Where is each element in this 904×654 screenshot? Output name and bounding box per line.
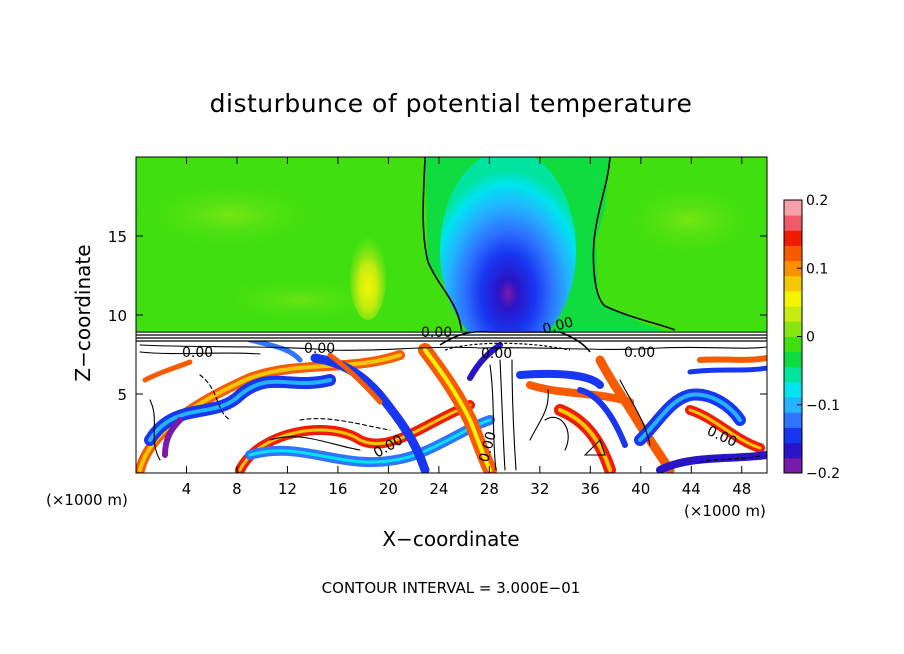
contour-line — [699, 455, 761, 463]
colorbar-swatch — [784, 245, 802, 262]
colorbar-swatch — [784, 457, 802, 474]
colorbar: 0.2 0.1 0 −0.1 −0.2 — [783, 193, 840, 482]
colorbar-swatch — [784, 382, 802, 398]
contour-line — [544, 416, 569, 451]
contour-label: 0.00 — [476, 430, 500, 464]
colorbar-swatch — [784, 215, 802, 231]
contour-line — [199, 374, 231, 421]
y-axis: 5 10 15 — [108, 228, 767, 404]
contour-line — [529, 389, 549, 441]
contour-label: 0.00 — [421, 325, 452, 341]
x-tick-label: 8 — [232, 480, 242, 498]
colorbar-swatch — [784, 351, 802, 368]
cold-streak — [148, 378, 332, 442]
contour-line — [511, 359, 517, 471]
cold-streak — [248, 418, 492, 464]
cold-streak — [656, 451, 767, 473]
colorbar-tick-label: 0.2 — [806, 193, 828, 209]
warm-streak — [688, 408, 762, 450]
colorbar-swatch — [784, 412, 802, 428]
contour-line — [269, 436, 361, 451]
contour-line — [299, 418, 391, 431]
warm-streak — [697, 355, 767, 363]
contour-line — [583, 438, 606, 456]
chart-title: disturbunce of potential temperature — [210, 89, 693, 118]
x-unit-right: (×1000 m) — [684, 502, 766, 520]
y-tick-label: 10 — [108, 307, 127, 325]
x-tick-label: 16 — [328, 480, 347, 498]
upper-light-patch — [210, 275, 390, 325]
colorbar-swatch — [784, 230, 802, 246]
contour-line — [139, 351, 261, 355]
y-tick-label: 5 — [117, 386, 127, 404]
contour-label: 0.00 — [481, 346, 512, 362]
cold-streak — [638, 392, 742, 442]
x-tick-label: 12 — [278, 480, 297, 498]
contour-label: 0.00 — [541, 314, 575, 338]
cold-streak — [687, 365, 767, 375]
interface-lines — [136, 330, 767, 353]
cold-streak — [162, 417, 183, 458]
colorbar-swatch — [784, 321, 802, 337]
warm-streak — [238, 403, 472, 472]
colorbar-swatch — [784, 306, 802, 322]
colorbar-tick-label: 0 — [806, 330, 815, 346]
x-tick-label: 20 — [379, 480, 398, 498]
contour-line — [149, 399, 161, 461]
x-tick-label: 24 — [429, 480, 448, 498]
contour-label: 0.00 — [624, 345, 655, 361]
colorbar-tick-label: −0.2 — [806, 466, 840, 482]
colorbar-swatch — [784, 442, 802, 459]
colorbar-swatch — [784, 397, 802, 413]
warm-streak — [327, 352, 383, 405]
contour-label: 0.00 — [182, 345, 213, 361]
y-axis-title: Z−coordinate — [71, 244, 95, 381]
x-tick-label: 40 — [631, 480, 650, 498]
warm-streak — [558, 408, 612, 472]
contour-line — [489, 364, 497, 471]
x-tick-label: 36 — [581, 480, 600, 498]
contour-line — [499, 359, 506, 471]
y-tick-label: 15 — [108, 228, 127, 246]
colorbar-swatch — [784, 366, 802, 383]
x-tick-label: 44 — [682, 480, 701, 498]
interface-band — [136, 331, 767, 341]
colorbar-swatch — [784, 427, 802, 444]
contour-interval: CONTOUR INTERVAL = 3.000E−01 — [322, 579, 581, 597]
contour-line — [139, 344, 767, 351]
colorbar-tick-label: −0.1 — [806, 398, 840, 414]
upper-light-patch — [615, 180, 765, 260]
contour-label: 0.00 — [304, 341, 335, 357]
warm-streak — [595, 355, 675, 473]
lower-streaks — [136, 337, 767, 473]
cold-streak — [577, 387, 628, 448]
upper-light-patch — [136, 180, 330, 250]
plot-area — [136, 157, 767, 473]
cold-streak — [467, 342, 503, 381]
colorbar-tick-label: 0.1 — [806, 261, 828, 277]
cold-streak — [516, 369, 604, 389]
colorbar-swatch — [784, 200, 802, 216]
x-axis: 4 8 12 16 20 24 28 32 36 40 44 48 — [182, 157, 751, 498]
contour-line — [619, 379, 651, 446]
x-tick-label: 4 — [182, 480, 192, 498]
x-tick-label: 48 — [732, 480, 751, 498]
x-tick-label: 32 — [530, 480, 549, 498]
colorbar-swatch — [784, 260, 802, 277]
colorbar-swatch — [784, 336, 802, 353]
warm-streak — [142, 359, 193, 383]
x-unit-left: (×1000 m) — [46, 491, 128, 509]
zero-contour-upper — [422, 157, 676, 334]
cold-plume-core — [440, 157, 576, 350]
colorbar-swatch — [784, 291, 802, 307]
warm-streak — [423, 348, 492, 472]
x-tick-label: 28 — [480, 480, 499, 498]
colorbar-swatch — [784, 275, 802, 292]
x-axis-title: X−coordinate — [382, 527, 519, 551]
upper-yellow-patch — [350, 236, 386, 320]
